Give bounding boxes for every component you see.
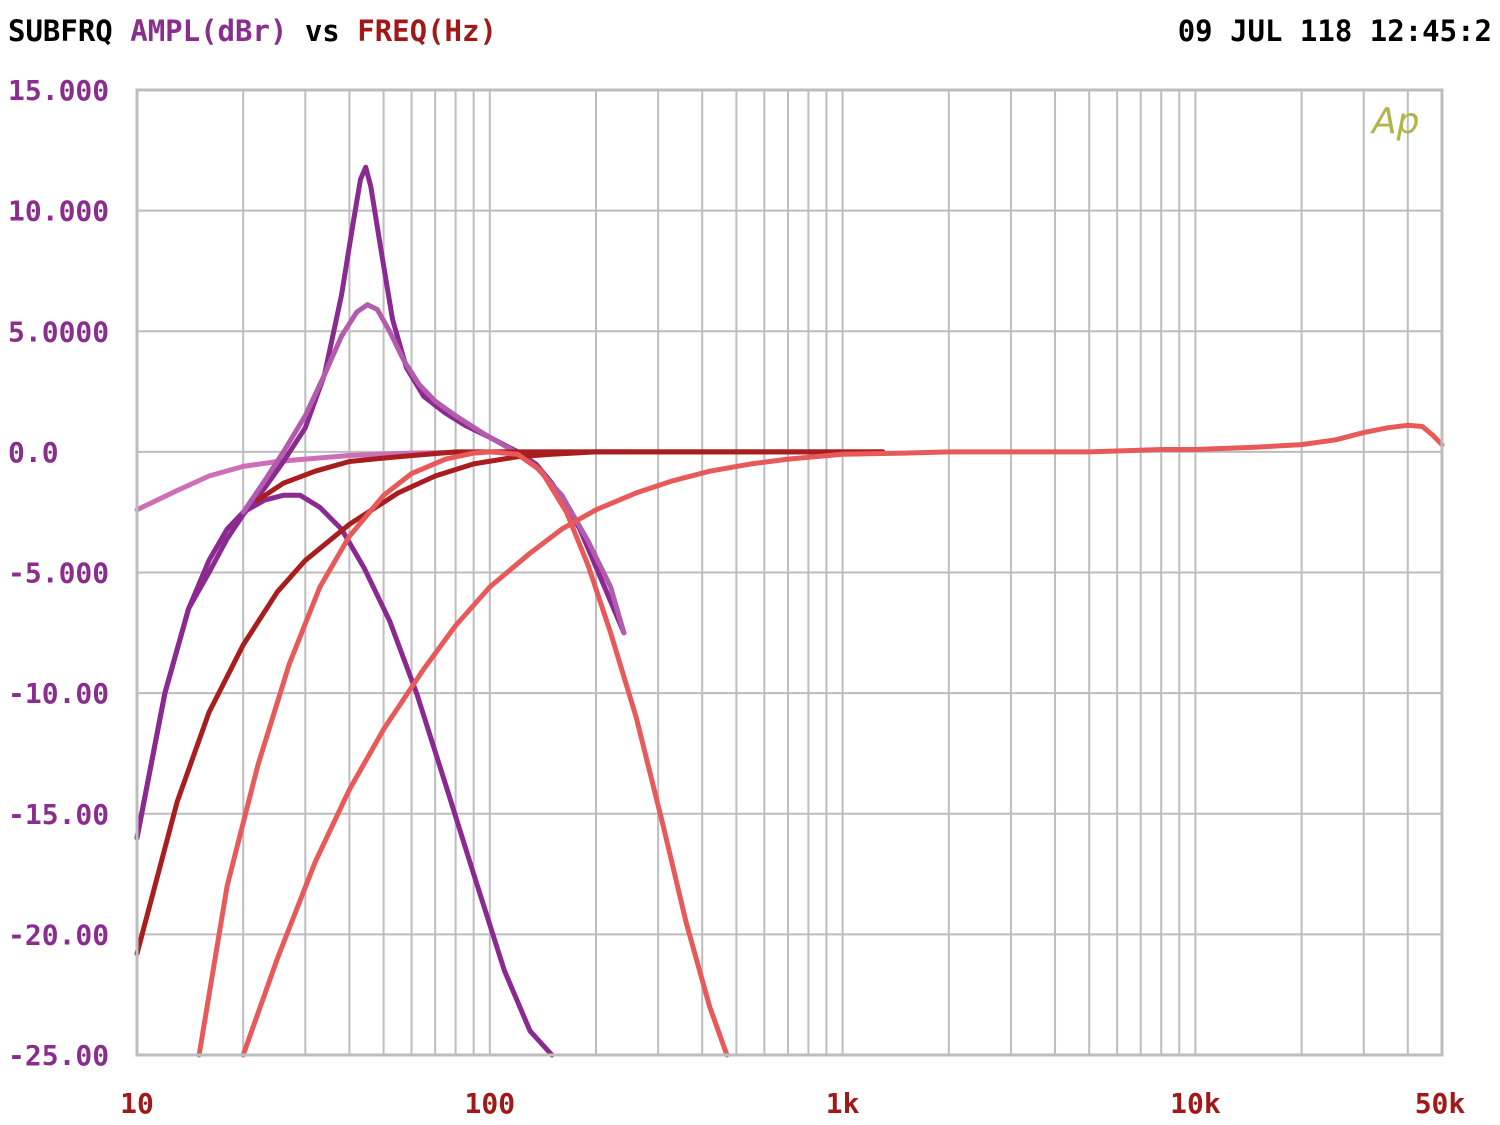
series-line-2: [134, 492, 555, 1058]
series-group: [134, 164, 1445, 1058]
series-line-5: [134, 449, 886, 957]
y-tick-label: 15.000: [8, 74, 109, 107]
plot-frame: [135, 88, 1444, 1057]
y-tick-label: 10.000: [8, 195, 109, 228]
y-tick-label: -5.000: [8, 557, 109, 590]
series-line-6: [255, 449, 886, 503]
vs-label: vs: [304, 14, 340, 48]
chart-header: SUBFRQ AMPL(dBr) vs FREQ(Hz) 09 JUL 118 …: [8, 14, 1492, 58]
y-quantity-label: AMPL(dBr): [130, 14, 288, 48]
grid: [137, 90, 1442, 1055]
x-tick-label: 10: [120, 1087, 154, 1120]
ap-logo-text: Ap: [1370, 101, 1419, 142]
y-tick-label: -20.00: [8, 918, 109, 951]
chart-title-line: SUBFRQ AMPL(dBr) vs FREQ(Hz): [8, 14, 497, 48]
x-tick-label: 1k: [826, 1087, 860, 1120]
x-tick-label: 100: [465, 1087, 516, 1120]
x-quantity-label: FREQ(Hz): [357, 14, 497, 48]
x-tick-label: 10k: [1170, 1087, 1221, 1120]
y-tick-label: 0.0: [8, 436, 59, 469]
ap-logo: Ap: [1370, 101, 1419, 142]
program-name: SUBFRQ: [8, 14, 113, 48]
series-line-7: [196, 449, 730, 1058]
tick-labels: 15.000 10.000 5.0000 0.0 -5.000 -10.00 -15.00 -…: [8, 74, 1465, 1120]
y-tick-label: -15.00: [8, 798, 109, 831]
series-line-8: [240, 422, 1445, 1058]
axes: [135, 88, 1444, 1057]
y-tick-label: -25.00: [8, 1039, 109, 1072]
timestamp: 09 JUL 118 12:45:2: [1177, 14, 1492, 48]
series-line-4: [240, 302, 627, 636]
y-tick-label: -10.00: [8, 677, 109, 710]
y-tick-label: 5.0000: [8, 315, 109, 348]
x-tick-label: 50k: [1415, 1087, 1466, 1120]
